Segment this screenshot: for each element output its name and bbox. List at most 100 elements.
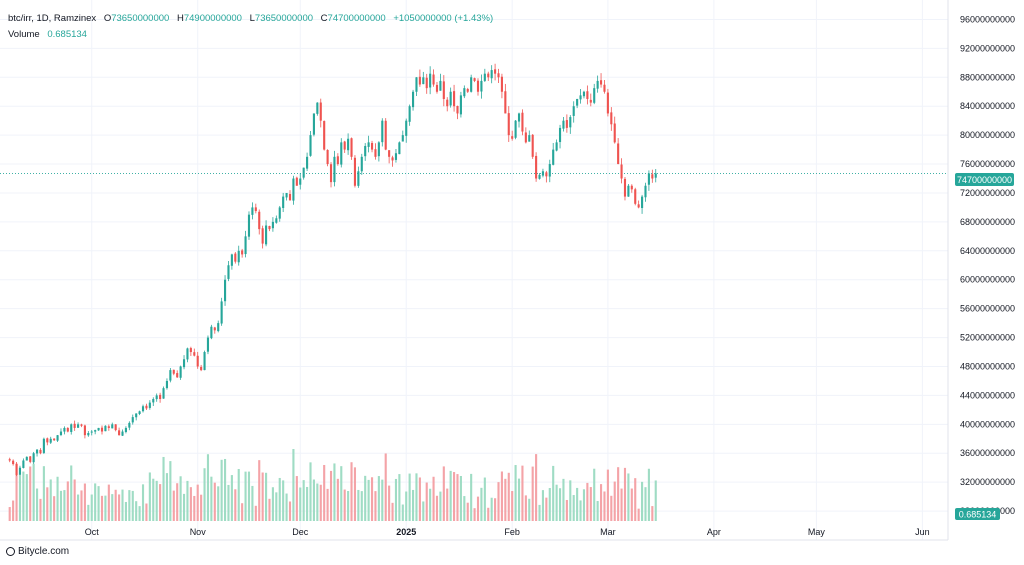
candle[interactable]: [599, 73, 603, 88]
candle[interactable]: [394, 148, 398, 163]
candle[interactable]: [582, 90, 586, 99]
candle[interactable]: [258, 209, 261, 235]
candle[interactable]: [295, 176, 298, 186]
candle[interactable]: [569, 115, 572, 134]
brand-footer[interactable]: Bitycle.com: [6, 546, 69, 557]
candle[interactable]: [230, 253, 233, 270]
candle[interactable]: [470, 74, 473, 93]
candle[interactable]: [193, 348, 196, 357]
candle[interactable]: [186, 347, 189, 363]
candle[interactable]: [206, 335, 210, 355]
candle[interactable]: [251, 202, 254, 220]
candle[interactable]: [651, 169, 654, 183]
candle[interactable]: [29, 456, 32, 464]
candle[interactable]: [565, 114, 568, 133]
candle[interactable]: [596, 75, 599, 93]
candle[interactable]: [306, 152, 309, 172]
candle[interactable]: [538, 173, 541, 180]
candle[interactable]: [517, 112, 521, 128]
candle[interactable]: [432, 69, 435, 87]
candle[interactable]: [159, 392, 162, 403]
candle[interactable]: [641, 194, 644, 214]
candle[interactable]: [169, 368, 172, 383]
candle[interactable]: [227, 260, 230, 282]
candle[interactable]: [336, 153, 339, 166]
candle[interactable]: [162, 386, 165, 399]
candle[interactable]: [545, 170, 548, 183]
candle[interactable]: [271, 217, 274, 232]
candle[interactable]: [562, 117, 565, 132]
candle[interactable]: [579, 88, 582, 104]
candle[interactable]: [135, 413, 138, 421]
candle[interactable]: [524, 127, 527, 144]
candle[interactable]: [476, 78, 480, 96]
candle[interactable]: [370, 140, 374, 153]
candle[interactable]: [182, 355, 186, 370]
candle[interactable]: [415, 77, 418, 96]
candle[interactable]: [288, 190, 292, 201]
candle[interactable]: [514, 119, 517, 140]
candle[interactable]: [77, 422, 80, 428]
candle[interactable]: [521, 109, 524, 136]
candle[interactable]: [381, 118, 384, 147]
candle[interactable]: [463, 85, 466, 99]
candle[interactable]: [234, 252, 237, 264]
candle[interactable]: [241, 248, 244, 258]
candle[interactable]: [435, 81, 439, 94]
candle[interactable]: [22, 458, 25, 469]
candle[interactable]: [329, 162, 333, 188]
candle[interactable]: [35, 449, 39, 457]
candle[interactable]: [453, 84, 456, 112]
candle[interactable]: [504, 83, 507, 114]
candle[interactable]: [32, 451, 35, 464]
candle[interactable]: [606, 88, 609, 117]
candle[interactable]: [275, 215, 278, 224]
candle[interactable]: [152, 397, 155, 407]
candle[interactable]: [340, 138, 343, 168]
candle[interactable]: [94, 429, 97, 435]
candle[interactable]: [466, 87, 469, 94]
candle[interactable]: [56, 435, 59, 443]
candle[interactable]: [494, 63, 497, 81]
candle[interactable]: [217, 320, 220, 333]
candle[interactable]: [572, 101, 575, 123]
candle[interactable]: [59, 428, 63, 437]
candle[interactable]: [247, 211, 251, 240]
candle[interactable]: [347, 133, 350, 155]
candle[interactable]: [254, 203, 257, 214]
candle[interactable]: [497, 68, 500, 84]
candle[interactable]: [360, 153, 363, 175]
candle[interactable]: [172, 369, 175, 376]
candle[interactable]: [316, 102, 319, 116]
candle[interactable]: [377, 141, 380, 162]
candle[interactable]: [350, 137, 353, 160]
candle[interactable]: [90, 430, 93, 436]
candle[interactable]: [203, 350, 206, 371]
candle[interactable]: [425, 73, 428, 94]
candle[interactable]: [333, 150, 336, 187]
candle[interactable]: [449, 87, 452, 108]
candle[interactable]: [131, 414, 134, 425]
candle[interactable]: [189, 346, 192, 356]
candle[interactable]: [487, 71, 490, 81]
candle[interactable]: [384, 118, 387, 151]
candle[interactable]: [480, 74, 483, 99]
candle[interactable]: [39, 448, 42, 455]
candle[interactable]: [176, 370, 179, 378]
candle[interactable]: [138, 410, 141, 416]
candle[interactable]: [107, 424, 110, 431]
candle[interactable]: [357, 166, 360, 188]
candle[interactable]: [220, 297, 223, 326]
candle[interactable]: [302, 167, 305, 180]
candle[interactable]: [97, 427, 100, 431]
candle[interactable]: [292, 175, 295, 205]
candle[interactable]: [644, 182, 647, 202]
candle[interactable]: [46, 437, 49, 446]
candle[interactable]: [418, 69, 421, 87]
candle[interactable]: [128, 421, 131, 431]
candle[interactable]: [124, 426, 127, 434]
candle[interactable]: [401, 130, 404, 142]
candle[interactable]: [165, 378, 169, 390]
candle[interactable]: [73, 420, 76, 431]
candle[interactable]: [422, 71, 425, 85]
